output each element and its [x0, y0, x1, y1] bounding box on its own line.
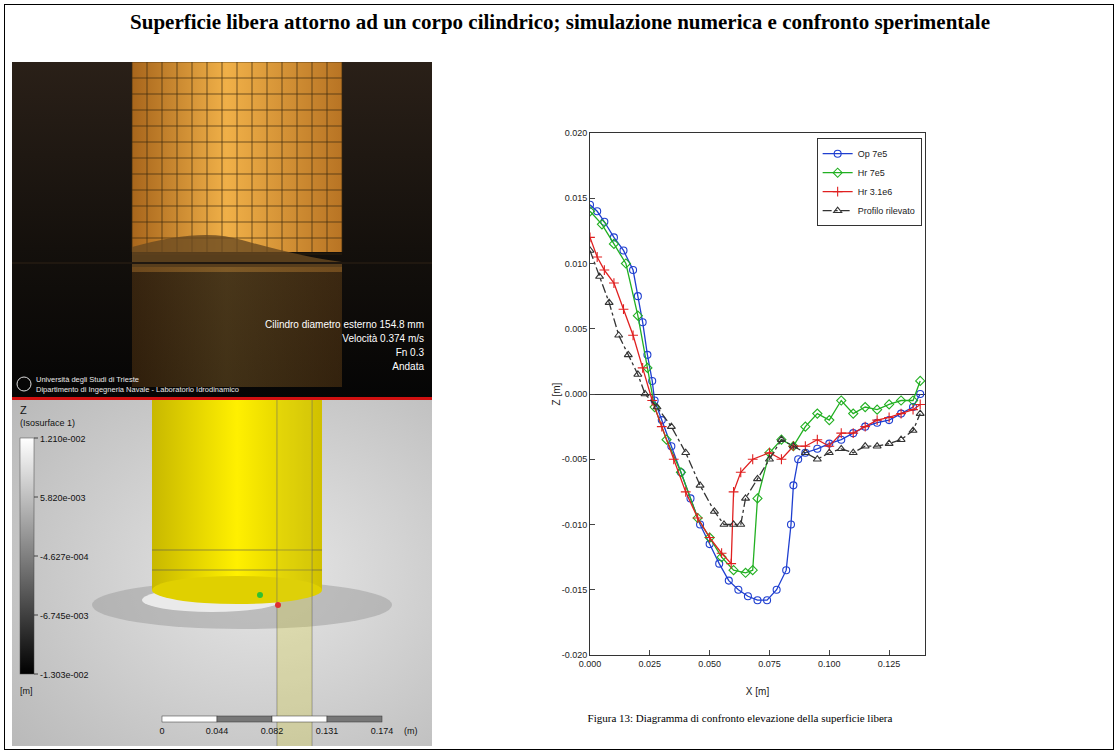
svg-text:[m]: [m]: [20, 686, 33, 696]
svg-text:-0.010: -0.010: [562, 520, 588, 530]
svg-text:Andata: Andata: [392, 361, 424, 372]
svg-text:5.820e-003: 5.820e-003: [40, 493, 86, 503]
svg-text:0.025: 0.025: [639, 659, 662, 669]
svg-text:-0.015: -0.015: [562, 585, 588, 595]
svg-text:-0.020: -0.020: [562, 650, 588, 660]
html-text:Figura 13: Diagramma di confro: Figura 13: Diagramma di confronto elevaz…: [587, 712, 893, 724]
svg-text:Profilo rilevato: Profilo rilevato: [858, 206, 915, 216]
svg-text:0.000: 0.000: [565, 389, 588, 399]
svg-text:0.005: 0.005: [565, 324, 588, 334]
svg-text:(m): (m): [404, 726, 418, 736]
svg-text:0.100: 0.100: [818, 659, 841, 669]
svg-text:0.125: 0.125: [878, 659, 901, 669]
svg-text:Hr 7e5: Hr 7e5: [858, 168, 885, 178]
svg-text:-4.627e-004: -4.627e-004: [40, 552, 89, 562]
svg-text:1.210e-002: 1.210e-002: [40, 434, 86, 444]
svg-text:0.020: 0.020: [565, 128, 588, 138]
svg-text:0.010: 0.010: [565, 259, 588, 269]
svg-text:0.000: 0.000: [579, 659, 602, 669]
svg-text:-6.745e-003: -6.745e-003: [40, 611, 89, 621]
svg-text:0.075: 0.075: [758, 659, 781, 669]
svg-text:Hr 3.1e6: Hr 3.1e6: [858, 187, 893, 197]
svg-text:0.131: 0.131: [316, 726, 339, 736]
svg-text:Cilindro diametro esterno 154.: Cilindro diametro esterno 154.8 mm: [265, 319, 424, 330]
svg-text:-1.303e-002: -1.303e-002: [40, 670, 89, 680]
svg-text:Z: Z: [20, 404, 27, 416]
svg-text:Fn 0.3: Fn 0.3: [396, 347, 425, 358]
svg-text:0.015: 0.015: [565, 193, 588, 203]
svg-text:0.174: 0.174: [371, 726, 394, 736]
svg-text:(Isosurface 1): (Isosurface 1): [20, 418, 75, 428]
svg-text:0: 0: [159, 726, 164, 736]
svg-text:0.082: 0.082: [261, 726, 284, 736]
svg-text:Università degli Studi di Trie: Università degli Studi di Trieste: [36, 375, 139, 384]
html-text:Superficie libera attorno ad u: Superficie libera attorno ad un corpo ci…: [130, 10, 990, 34]
svg-text:Dipartimento di Ingegneria Nav: Dipartimento di Ingegneria Navale - Labo…: [36, 385, 239, 394]
svg-text:X [m]: X [m]: [746, 686, 770, 697]
svg-text:0.044: 0.044: [206, 726, 229, 736]
svg-text:Op 7e5: Op 7e5: [858, 149, 888, 159]
svg-text:-0.005: -0.005: [562, 454, 588, 464]
svg-text:0.050: 0.050: [698, 659, 721, 669]
svg-text:Z [m]: Z [m]: [551, 382, 562, 405]
svg-text:Velocità 0.374 m/s: Velocità 0.374 m/s: [342, 333, 424, 344]
